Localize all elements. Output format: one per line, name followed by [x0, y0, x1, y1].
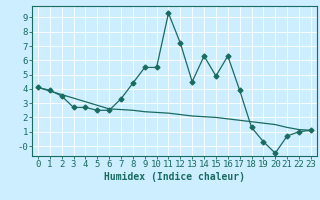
- X-axis label: Humidex (Indice chaleur): Humidex (Indice chaleur): [104, 172, 245, 182]
